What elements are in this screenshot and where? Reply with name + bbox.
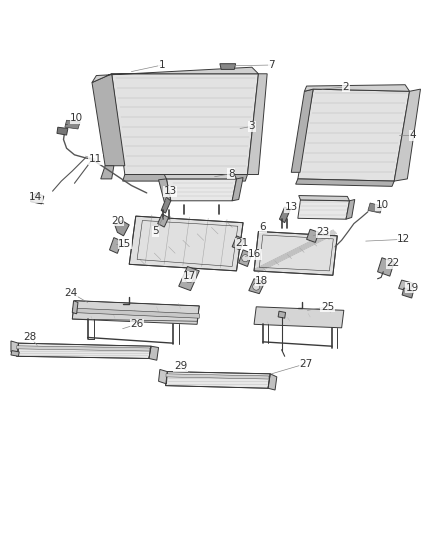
Polygon shape xyxy=(296,179,394,187)
Polygon shape xyxy=(129,216,243,271)
Text: 1: 1 xyxy=(159,60,166,70)
Polygon shape xyxy=(279,207,290,223)
Text: 16: 16 xyxy=(248,249,261,259)
Polygon shape xyxy=(179,266,199,290)
Polygon shape xyxy=(72,308,199,318)
Polygon shape xyxy=(31,193,44,204)
Polygon shape xyxy=(291,89,313,172)
Polygon shape xyxy=(298,89,410,181)
Polygon shape xyxy=(166,179,237,201)
Text: 4: 4 xyxy=(410,130,417,140)
Polygon shape xyxy=(101,166,114,179)
Text: 13: 13 xyxy=(285,203,298,212)
Polygon shape xyxy=(166,372,270,388)
Polygon shape xyxy=(304,85,410,91)
Polygon shape xyxy=(378,258,394,276)
Polygon shape xyxy=(346,199,355,219)
Polygon shape xyxy=(11,341,18,355)
Polygon shape xyxy=(268,374,277,390)
Text: 11: 11 xyxy=(89,154,102,164)
Polygon shape xyxy=(249,279,265,294)
Polygon shape xyxy=(11,351,19,356)
Text: 27: 27 xyxy=(299,359,312,369)
Polygon shape xyxy=(247,74,267,174)
Polygon shape xyxy=(110,238,122,253)
Text: 17: 17 xyxy=(183,271,196,281)
Text: 2: 2 xyxy=(343,82,350,92)
Polygon shape xyxy=(159,179,171,201)
Polygon shape xyxy=(161,197,171,213)
Polygon shape xyxy=(159,369,167,384)
Text: 10: 10 xyxy=(70,114,83,124)
Text: 20: 20 xyxy=(111,215,124,225)
Polygon shape xyxy=(164,174,237,179)
Text: 6: 6 xyxy=(259,222,266,232)
Polygon shape xyxy=(115,221,129,236)
Text: 29: 29 xyxy=(174,361,187,372)
Text: 19: 19 xyxy=(406,282,419,293)
Polygon shape xyxy=(72,301,78,314)
Circle shape xyxy=(185,275,193,282)
Text: 8: 8 xyxy=(228,168,235,179)
Polygon shape xyxy=(298,200,350,219)
Polygon shape xyxy=(92,74,125,166)
Polygon shape xyxy=(254,307,344,328)
Text: 3: 3 xyxy=(248,122,255,131)
Polygon shape xyxy=(149,346,159,360)
Text: 26: 26 xyxy=(130,319,143,329)
Text: 21: 21 xyxy=(236,238,249,248)
Text: 7: 7 xyxy=(268,60,275,70)
Text: 12: 12 xyxy=(397,235,410,244)
Polygon shape xyxy=(220,64,236,69)
Polygon shape xyxy=(307,229,319,243)
Text: 13: 13 xyxy=(163,186,177,196)
Polygon shape xyxy=(92,67,258,83)
Text: 15: 15 xyxy=(118,239,131,249)
Text: 22: 22 xyxy=(387,258,400,268)
Polygon shape xyxy=(158,214,169,227)
Polygon shape xyxy=(402,288,413,298)
Text: 24: 24 xyxy=(64,288,78,298)
Polygon shape xyxy=(239,250,252,266)
Polygon shape xyxy=(232,177,243,201)
Polygon shape xyxy=(278,311,286,318)
Polygon shape xyxy=(17,346,150,351)
Polygon shape xyxy=(232,236,244,250)
Text: 14: 14 xyxy=(29,192,42,203)
Circle shape xyxy=(253,283,260,290)
Polygon shape xyxy=(254,231,337,275)
Text: 25: 25 xyxy=(321,302,334,312)
Text: 18: 18 xyxy=(255,276,268,286)
Text: 5: 5 xyxy=(152,227,159,237)
Polygon shape xyxy=(65,120,80,129)
Polygon shape xyxy=(123,174,247,181)
Text: 23: 23 xyxy=(317,228,330,237)
Polygon shape xyxy=(368,203,382,213)
Circle shape xyxy=(242,255,249,262)
Text: 10: 10 xyxy=(375,200,389,210)
Polygon shape xyxy=(394,89,420,181)
Polygon shape xyxy=(166,374,269,379)
Text: 28: 28 xyxy=(23,332,36,342)
Polygon shape xyxy=(57,127,68,135)
Polygon shape xyxy=(112,74,258,174)
Polygon shape xyxy=(299,196,350,201)
Polygon shape xyxy=(17,343,151,359)
Polygon shape xyxy=(72,301,199,324)
Polygon shape xyxy=(399,280,413,292)
